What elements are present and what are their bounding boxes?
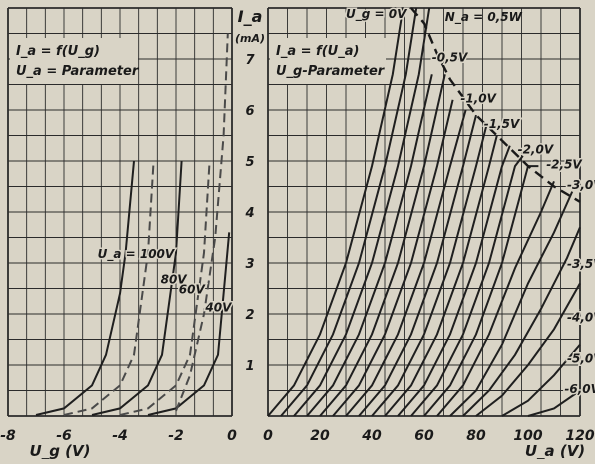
curves-layer	[35, 7, 581, 417]
characteristic-curve	[63, 160, 155, 416]
characteristic-curve	[345, 109, 467, 417]
characteristic-curve	[91, 160, 183, 416]
power-limit-label: N_a = 0,5W	[445, 10, 523, 25]
curve-label: 40V	[204, 300, 233, 314]
y-tick-label: 6	[245, 104, 254, 119]
x-tick-label: -4	[112, 428, 128, 444]
characteristic-curve	[358, 114, 477, 417]
y-tick-label: 1	[245, 359, 254, 374]
characteristic-curve	[436, 181, 555, 417]
y-tick-label: 2	[245, 308, 254, 323]
characteristic-curve	[384, 135, 498, 417]
characteristic-curve	[293, 7, 431, 417]
characteristic-curve	[119, 160, 211, 416]
curve-label: 80V	[161, 272, 189, 286]
text-layer: I_a = f(U_g) U_a = Parameter -8 -6 -4 -2 0 U_g …	[0, 6, 595, 460]
characteristic-curve	[501, 343, 581, 417]
curve-label: -3,5V	[567, 257, 595, 271]
curve-label: -6,0V	[564, 382, 595, 396]
characteristic-curve	[35, 160, 135, 416]
characteristic-curve	[306, 74, 433, 417]
x-axis-label: U_a (V)	[525, 442, 585, 459]
curve-label: -4,0V	[567, 311, 595, 325]
x-tick-label: 100	[513, 428, 542, 444]
x-tick-label: -2	[168, 428, 184, 444]
curve-label: -5,0V	[567, 351, 595, 365]
annotation-line: I_a = f(U_a)	[276, 44, 359, 59]
x-axis-label: U_g (V)	[30, 442, 91, 459]
characteristic-curve	[371, 125, 488, 417]
curve-label: -1,5V	[484, 117, 521, 131]
characteristic-curve	[280, 7, 418, 417]
annotation-line: U_g-Parameter	[276, 64, 386, 79]
x-tick-label: -6	[56, 428, 72, 444]
characteristic-curve	[527, 389, 581, 417]
x-tick-label: 40	[361, 428, 382, 444]
x-tick-label: 80	[466, 428, 486, 444]
curve-label: U_a = 100V	[98, 247, 176, 262]
x-tick-label: 0	[263, 428, 273, 444]
characteristic-curve	[462, 226, 581, 417]
characteristic-curve	[267, 7, 405, 417]
curve-label: -2,0V	[518, 142, 555, 156]
characteristic-curve	[319, 74, 446, 417]
curve-label: -1,0V	[460, 91, 497, 105]
y-tick-label: 7	[245, 53, 255, 68]
x-tick-label: 0	[227, 428, 237, 444]
y-tick-label: 5	[245, 155, 254, 170]
characteristic-curve	[475, 282, 581, 417]
x-tick-label: 20	[310, 428, 330, 444]
y-tick-label: 3	[245, 257, 254, 272]
x-tick-label: -8	[0, 428, 16, 444]
characteristic-curve	[410, 155, 524, 417]
characteristic-curve	[175, 33, 229, 412]
curve-label: U_g = 0V	[346, 7, 408, 22]
characteristic-curve	[332, 99, 454, 417]
annotation-line: I_a = f(U_g)	[16, 44, 100, 59]
x-tick-label: 60	[414, 428, 434, 444]
curve-label: -0,5V	[432, 51, 469, 65]
characteristic-curve	[147, 232, 231, 416]
x-tick-label: 120	[565, 428, 594, 444]
annotation-line: U_a = Parameter	[16, 64, 140, 79]
curve-label: 60V	[179, 283, 207, 297]
annotation-box	[270, 38, 386, 84]
y-axis-title: I_a	[238, 7, 263, 26]
characteristic-curve	[449, 191, 574, 417]
characteristic-curve	[397, 145, 511, 417]
annotation-box	[10, 38, 138, 84]
y-axis-unit: (mA)	[235, 32, 265, 45]
curve-label: -3,0V	[567, 178, 595, 192]
y-tick-label: 4	[244, 206, 254, 221]
curve-label: -2,5V	[546, 158, 583, 172]
